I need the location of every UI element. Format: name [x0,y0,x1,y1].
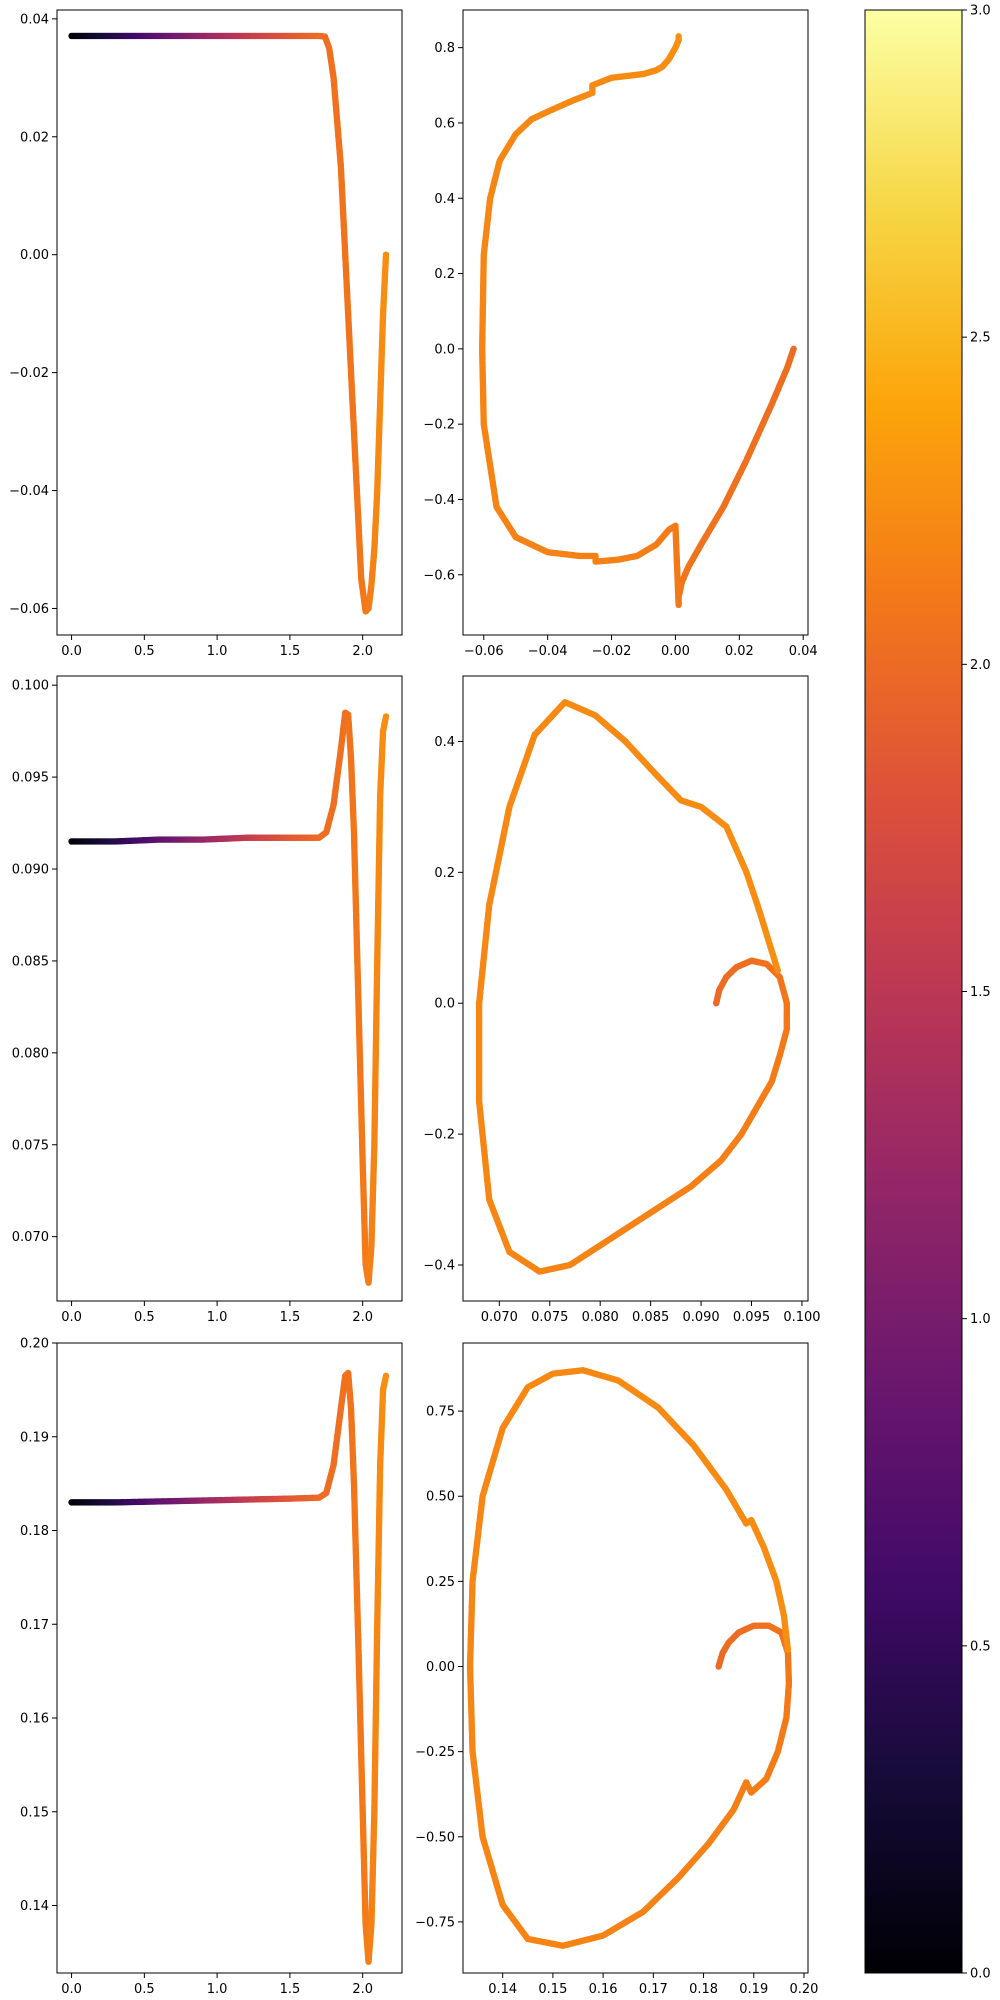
x-tick-label: 2.0 [352,644,373,659]
y-tick-label: 0.085 [12,954,49,969]
y-tick-label: 0.075 [12,1138,49,1153]
y-tick-label: 0.16 [20,1712,49,1727]
y-tick-label: 0.080 [12,1046,49,1061]
y-tick-label: 0.14 [20,1899,49,1914]
axes-frame [56,675,403,1302]
y-tick-label: −0.2 [423,418,455,433]
y-tick-label: 0.18 [20,1524,49,1539]
y-tick-label: 0.6 [434,116,455,131]
x-tick-label: 1.5 [280,1982,301,1997]
y-tick-label: −0.4 [423,1259,455,1274]
x-tick-label: 1.0 [207,1982,228,1997]
y-tick-label: 0.090 [12,863,49,878]
data-series [478,33,797,609]
plot-panel-r3-right: 0.14 0.15 0.16 0.17 0.18 0.19 0.20−0.75−0.50−0… [415,1342,818,1997]
x-tick-label: 0.02 [725,644,754,659]
axes-frame [462,675,809,1302]
plot-panel-r2-right: 0.070 0.075 0.080 0.085 0.090 0.095 0.100 −0.4 −… [423,675,821,1325]
data-series [466,1367,793,1949]
x-tick-label: 2.0 [352,1310,373,1325]
x-tick-label: 0.0 [61,1982,82,1997]
x-tick-label: 0.00 [661,644,690,659]
y-tick-label: 0.02 [20,130,49,145]
x-tick-label: 1.0 [207,1310,228,1325]
x-tick-label: 0.100 [783,1310,820,1325]
x-tick-label: 1.5 [280,1310,301,1325]
x-tick-label: 1.5 [280,644,301,659]
y-tick-label: 0.4 [434,192,455,207]
x-tick-label: 0.5 [134,644,155,659]
y-tick-label: −0.2 [423,1128,455,1143]
y-tick-label: 0.00 [20,248,49,263]
data-point [382,1372,390,1380]
x-tick-label: 0.070 [481,1310,518,1325]
axes-frame [462,9,809,636]
data-series [68,1369,390,1965]
axes-frame [56,9,403,636]
plot-panel-r3-left: 0.0 0.5 1.0 1.5 2.0 0.14 0.15 0.16 0.17 0.18 0.19 0… [20,1337,403,1997]
axes-frame [56,1342,403,1974]
data-point [675,33,682,40]
y-tick-label: 0.0 [434,997,455,1012]
x-tick-label: 0.5 [134,1982,155,1997]
data-series [68,709,390,1286]
x-tick-label: 0.0 [61,644,82,659]
y-tick-label: 0.15 [20,1805,49,1820]
data-series [475,698,791,1275]
x-tick-label: 2.0 [352,1982,373,1997]
y-tick-label: 0.095 [12,771,49,786]
y-tick-label: −0.04 [9,484,49,499]
data-point [774,967,781,974]
y-tick-label: 0.20 [20,1337,49,1352]
data-point [382,251,390,258]
data-point [382,713,390,720]
x-tick-label: 0.04 [789,644,818,659]
y-tick-label: 0.19 [20,1430,49,1445]
y-tick-label: 0.04 [20,12,49,27]
y-tick-label: −0.06 [9,602,49,617]
y-tick-label: 0.4 [434,735,455,750]
data-series [68,32,390,615]
x-tick-label: 0.080 [582,1310,619,1325]
x-tick-label: −0.04 [528,644,568,659]
x-tick-label: 0.075 [531,1310,568,1325]
y-tick-label: −0.6 [423,568,455,583]
plot-panel-r2-left: 0.0 0.5 1.0 1.5 2.0 0.070 0.075 0.080 0.085 0.090… [12,675,403,1325]
x-tick-label: −0.02 [592,644,632,659]
y-tick-label: −0.4 [423,493,455,508]
y-tick-label: 0.2 [434,267,455,282]
y-tick-label: 0.17 [20,1618,49,1633]
plot-panel-r1-right: −0.06 −0.04 −0.02 0.00 0.02 0.04 −0.6 −0.4 −0.2 0… [423,9,818,659]
y-tick-label: 0.8 [434,41,455,56]
x-tick-label: 0.5 [134,1310,155,1325]
y-tick-label: 0.070 [12,1230,49,1245]
y-tick-label: −0.02 [9,366,49,381]
x-tick-label: 0.0 [61,1310,82,1325]
x-tick-label: 0.095 [733,1310,770,1325]
y-tick-label: 0.2 [434,866,455,881]
x-tick-label: −0.06 [464,644,504,659]
y-tick-label: 0.100 [12,679,49,694]
x-tick-label: 0.085 [632,1310,669,1325]
x-tick-label: 0.090 [682,1310,719,1325]
y-tick-label: 0.0 [434,342,455,357]
x-tick-label: 1.0 [207,644,228,659]
plot-panel-r1-left: 0.0 0.5 1.0 1.5 2.0 −0.06 −0.04 −0.02 0.00 0.02 0.… [9,9,403,659]
